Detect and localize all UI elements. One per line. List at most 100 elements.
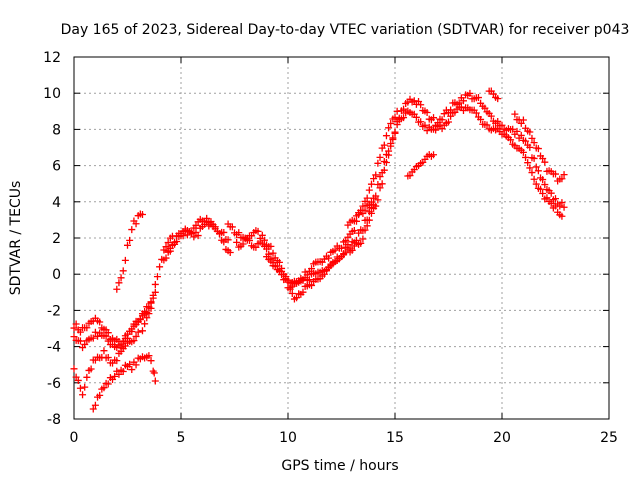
data-point — [417, 101, 425, 109]
data-point — [117, 274, 125, 282]
data-point — [530, 139, 538, 147]
data-point — [541, 158, 549, 166]
data-point — [385, 124, 393, 132]
x-tick-labels: 0 5 10 15 20 25 — [70, 430, 618, 446]
chart-title: Day 165 of 2023, Sidereal Day-to-day VTE… — [61, 22, 630, 38]
data-point — [134, 328, 142, 336]
series-track-12 — [404, 151, 438, 180]
data-point — [308, 265, 316, 273]
data-point — [113, 285, 121, 293]
data-point — [91, 401, 99, 409]
y-tick-label: 4 — [52, 195, 61, 211]
data-point — [83, 324, 91, 332]
data-point — [539, 176, 547, 184]
y-tick-label: 6 — [52, 159, 61, 175]
data-point — [115, 370, 123, 378]
data-point — [113, 357, 121, 365]
data-point — [487, 112, 495, 120]
series-track-3 — [89, 352, 159, 413]
data-point — [370, 175, 378, 183]
data-point — [528, 134, 536, 142]
data-point — [477, 115, 485, 123]
data-point — [141, 320, 149, 328]
data-point — [517, 131, 525, 139]
data-point — [547, 189, 555, 197]
data-point — [430, 114, 438, 122]
data-point — [235, 229, 243, 237]
data-point — [346, 244, 354, 252]
data-point — [138, 327, 146, 335]
data-point — [539, 154, 547, 162]
data-point — [126, 360, 134, 368]
data-point — [511, 110, 519, 118]
x-tick-label: 10 — [279, 430, 297, 446]
data-point — [156, 263, 164, 271]
data-point — [376, 173, 384, 181]
data-point — [132, 361, 140, 369]
data-point — [380, 141, 388, 149]
data-point — [526, 128, 534, 136]
data-point — [89, 405, 97, 413]
y-tick-label: -4 — [47, 340, 61, 356]
data-point — [147, 357, 155, 365]
data-point — [352, 236, 360, 244]
data-point — [357, 239, 365, 247]
data-point — [552, 195, 559, 203]
data-point — [325, 254, 333, 262]
data-point — [267, 257, 275, 265]
x-tick-label: 20 — [493, 430, 511, 446]
data-point — [91, 328, 99, 336]
data-point — [331, 258, 339, 266]
x-tick-label: 15 — [386, 430, 404, 446]
data-point — [481, 104, 489, 112]
data-point — [494, 95, 502, 103]
series-track-7 — [164, 218, 232, 256]
data-point — [421, 121, 429, 129]
data-point — [387, 140, 395, 148]
data-point — [145, 352, 153, 360]
data-point — [76, 337, 84, 345]
y-tick-label: 10 — [43, 86, 61, 102]
data-point — [179, 232, 187, 240]
x-tick-label: 25 — [600, 430, 618, 446]
data-point — [526, 143, 534, 151]
data-point — [359, 227, 367, 235]
data-point — [378, 180, 386, 188]
series-track-11 — [344, 194, 378, 229]
data-point — [132, 332, 140, 340]
data-point — [541, 181, 549, 189]
data-point — [374, 159, 382, 167]
data-point — [194, 232, 202, 240]
data-point — [558, 212, 566, 220]
data-point — [278, 271, 286, 279]
data-point — [522, 137, 530, 145]
data-point — [173, 237, 181, 245]
data-point — [365, 208, 373, 216]
x-axis-label: GPS time / hours — [281, 458, 398, 474]
data-point — [338, 244, 345, 252]
y-tick-label: 2 — [52, 231, 61, 247]
data-point — [79, 391, 87, 399]
data-point — [483, 121, 491, 129]
data-point — [528, 169, 536, 177]
data-point — [70, 333, 78, 341]
data-point — [367, 180, 375, 188]
data-point — [104, 380, 112, 388]
data-point — [149, 291, 157, 299]
data-point — [423, 109, 431, 117]
data-point — [126, 236, 134, 244]
data-point — [295, 278, 303, 286]
y-axis-label: SDTVAR / TECUs — [8, 181, 24, 296]
x-tick-label: 0 — [70, 430, 79, 446]
y-tick-label: 8 — [52, 122, 61, 138]
data-point — [143, 314, 151, 322]
data-point — [164, 239, 172, 247]
data-point — [534, 167, 542, 175]
data-point — [192, 221, 200, 229]
data-point — [239, 240, 247, 248]
data-point — [74, 376, 82, 384]
data-point — [141, 307, 149, 315]
data-point — [245, 237, 253, 245]
data-point — [560, 203, 568, 211]
data-point — [288, 289, 296, 297]
